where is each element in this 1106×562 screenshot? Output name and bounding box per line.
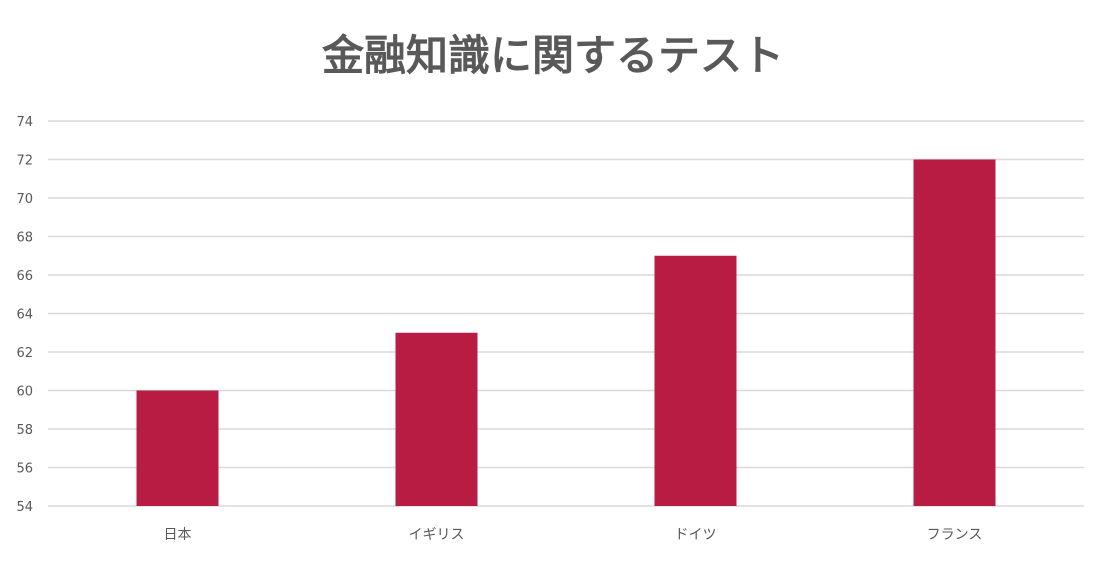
bar-3 bbox=[913, 159, 996, 506]
bar-1 bbox=[395, 332, 478, 506]
x-tick-label: フランス bbox=[927, 527, 983, 543]
x-tick-label: ドイツ bbox=[675, 527, 717, 543]
y-tick-label: 58 bbox=[16, 423, 33, 438]
y-tick-label: 62 bbox=[16, 346, 33, 361]
x-tick-label: イギリス bbox=[409, 527, 465, 543]
y-tick-label: 66 bbox=[16, 269, 33, 284]
chart-title: 金融知識に関するテスト bbox=[321, 31, 784, 80]
y-tick-label: 56 bbox=[16, 462, 33, 477]
y-tick-label: 54 bbox=[16, 500, 33, 515]
x-tick-label: 日本 bbox=[164, 527, 192, 543]
y-tick-label: 72 bbox=[16, 154, 33, 169]
bar-0 bbox=[136, 390, 219, 506]
y-tick-label: 70 bbox=[16, 192, 33, 207]
y-tick-label: 74 bbox=[16, 115, 33, 130]
y-tick-label: 60 bbox=[16, 385, 33, 400]
bar-2 bbox=[654, 255, 737, 506]
y-tick-label: 68 bbox=[16, 231, 33, 246]
y-tick-label: 64 bbox=[16, 308, 33, 323]
